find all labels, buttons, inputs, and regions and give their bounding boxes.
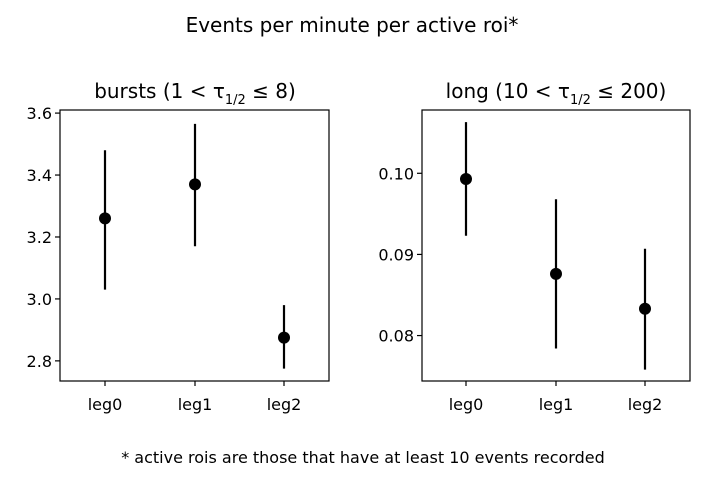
ytick-label-long: 0.09 xyxy=(378,245,414,264)
ytick-label-bursts: 3.0 xyxy=(27,290,52,309)
xtick-label-long-leg2: leg2 xyxy=(628,395,663,414)
xtick-label-bursts-leg1: leg1 xyxy=(178,395,213,414)
subplot-title-long: long (10 < τ1/2 ≤ 200) xyxy=(446,79,667,108)
subplot-title-bursts: bursts (1 < τ1/2 ≤ 8) xyxy=(94,79,296,108)
data-point-long-leg0 xyxy=(460,172,472,185)
ytick-label-bursts: 3.4 xyxy=(27,166,52,185)
subplot-bursts: bursts (1 < τ1/2 ≤ 8) 2.8 3.0 3.2 3.4 3.6 leg… xyxy=(27,79,330,414)
figure-suptitle: Events per minute per active roi* xyxy=(186,13,519,37)
ytick-label-long: 0.08 xyxy=(378,327,414,346)
xtick-label-bursts-leg2: leg2 xyxy=(267,395,302,414)
xtick-label-long-leg0: leg0 xyxy=(449,395,484,414)
figure-footnote: * active rois are those that have at lea… xyxy=(121,448,605,467)
ytick-label-bursts: 3.2 xyxy=(27,228,52,247)
subplot-long: long (10 < τ1/2 ≤ 200) 0.08 0.09 0.10 leg0 l… xyxy=(378,79,691,414)
data-point-bursts-leg0 xyxy=(99,212,111,225)
data-point-bursts-leg1 xyxy=(189,178,201,191)
data-point-long-leg2 xyxy=(639,302,651,315)
xtick-label-long-leg1: leg1 xyxy=(539,395,574,414)
data-point-bursts-leg2 xyxy=(278,331,290,344)
xtick-label-bursts-leg0: leg0 xyxy=(88,395,123,414)
ytick-label-long: 0.10 xyxy=(378,164,414,183)
ytick-label-bursts: 3.6 xyxy=(27,104,52,123)
data-point-long-leg1 xyxy=(550,267,562,280)
ytick-label-bursts: 2.8 xyxy=(27,352,52,371)
